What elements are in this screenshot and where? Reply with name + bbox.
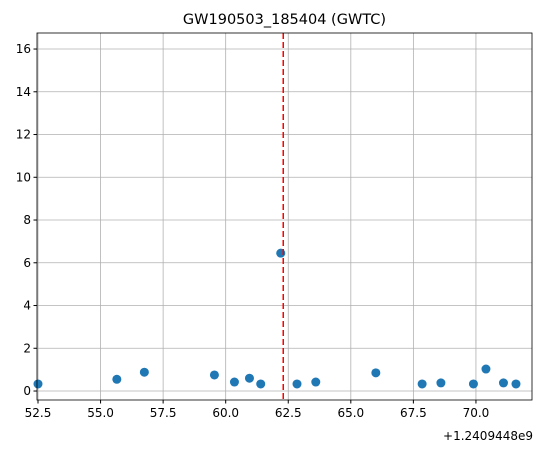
y-tick-label: 14 [16,85,31,99]
y-tick-label: 12 [16,128,31,142]
x-tick-label: 60.0 [212,406,239,420]
point [417,379,427,389]
point [244,373,254,383]
y-tick-label: 4 [23,299,31,313]
point [498,378,508,388]
point [511,379,521,389]
point [256,379,266,389]
point [33,379,43,389]
point [229,377,239,387]
point [139,367,149,377]
y-tick-label: 0 [23,384,31,398]
point [209,370,219,380]
x-tick-label: 55.0 [87,406,114,420]
x-offset-label: +1.2409448e9 [443,429,533,443]
y-tick-label: 16 [16,42,31,56]
plot-frame [36,32,533,401]
point [292,379,302,389]
point [371,368,381,378]
x-tick-label: 67.5 [400,406,427,420]
point [112,374,122,384]
x-tick-label: 52.5 [25,406,52,420]
point [436,378,446,388]
y-tick-label: 10 [16,170,31,184]
point [311,377,321,387]
y-tick-label: 2 [23,341,31,355]
chart-title: GW190503_185404 (GWTC) [183,12,386,28]
x-tick-label: 70.0 [463,406,490,420]
x-tick-label: 57.5 [150,406,177,420]
y-tick-label: 8 [23,213,31,227]
point [468,379,478,389]
x-tick-label: 62.5 [275,406,302,420]
point [481,364,491,374]
y-tick-label: 6 [23,256,31,270]
x-tick-label: 65.0 [337,406,364,420]
